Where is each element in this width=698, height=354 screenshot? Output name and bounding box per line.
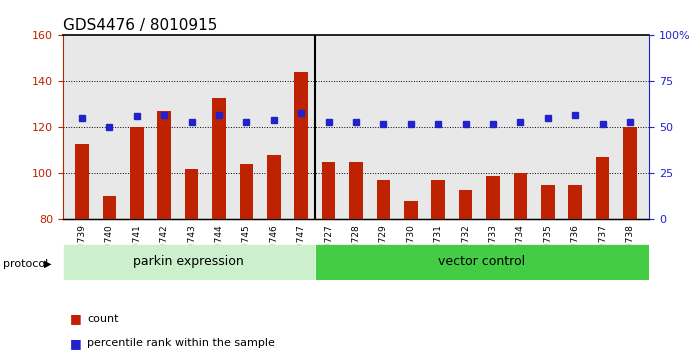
Bar	[295, 72, 308, 219]
Bar	[267, 155, 281, 219]
Bar	[63, 244, 315, 280]
Text: protocol: protocol	[3, 259, 49, 269]
Bar	[315, 244, 649, 280]
Text: percentile rank within the sample: percentile rank within the sample	[87, 338, 275, 348]
Bar	[595, 157, 609, 219]
Bar	[75, 143, 89, 219]
Bar	[239, 164, 253, 219]
Text: ▶: ▶	[44, 259, 52, 269]
Bar	[404, 201, 417, 219]
Bar	[103, 196, 117, 219]
Text: ■: ■	[70, 312, 82, 325]
Text: parkin expression: parkin expression	[133, 256, 244, 268]
Bar	[431, 181, 445, 219]
Text: count: count	[87, 314, 119, 324]
Bar	[349, 162, 363, 219]
Text: vector control: vector control	[438, 256, 526, 268]
Bar	[486, 176, 500, 219]
Text: ■: ■	[70, 337, 82, 350]
Bar	[568, 185, 582, 219]
Bar	[514, 173, 527, 219]
Bar	[212, 97, 226, 219]
Bar	[130, 127, 144, 219]
Bar	[322, 162, 336, 219]
Bar	[157, 111, 171, 219]
Bar	[185, 169, 198, 219]
Bar	[459, 189, 473, 219]
Bar	[376, 181, 390, 219]
Bar	[623, 127, 637, 219]
Text: GDS4476 / 8010915: GDS4476 / 8010915	[63, 18, 217, 33]
Bar	[541, 185, 555, 219]
